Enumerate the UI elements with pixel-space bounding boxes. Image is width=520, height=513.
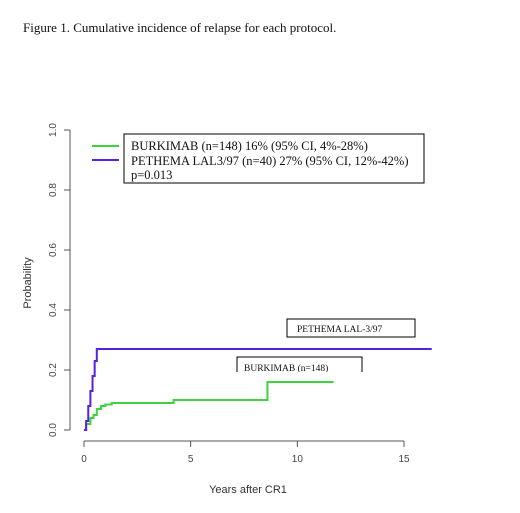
x-axis-label: Years after CR1 (209, 484, 287, 496)
legend-entry-pethema: PETHEMA LAL3/97 (n=40) 27% (95% CI, 12%-… (131, 154, 409, 168)
y-tick-label: 0.0 (48, 423, 59, 437)
annotation-pethema-text: PETHEMA LAL-3/97 (297, 325, 382, 335)
y-tick-label: 0.2 (48, 363, 59, 377)
annotation-burkimab: BURKIMAB (n=148) (236, 356, 363, 374)
annotation-burkimab-box (236, 356, 363, 372)
legend: BURKIMAB (n=148) 16% (95% CI, 4%-28%) PE… (92, 133, 425, 184)
series-lines (84, 348, 432, 431)
legend-box (123, 133, 425, 184)
axes: 0 5 10 15 0.0 0.2 0.4 0.6 0.8 1.0 (48, 123, 410, 465)
y-tick-label: 0.8 (48, 183, 59, 197)
y-tick-label: 0.4 (48, 303, 59, 317)
x-tick-label: 10 (292, 454, 304, 465)
y-tick-label: 1.0 (48, 123, 59, 137)
legend-entry-burkimab: BURKIMAB (n=148) 16% (95% CI, 4%-28%) (131, 139, 368, 153)
annotation-pethema-box (286, 318, 416, 338)
y-axis-label: Probability (22, 257, 34, 309)
annotation-pethema: PETHEMA LAL-3/97 (286, 318, 416, 338)
series-line-burkimab (84, 381, 334, 431)
annotation-burkimab-text: BURKIMAB (n=148) (244, 363, 328, 374)
x-tick-label: 0 (81, 454, 87, 465)
series-line-pethema (84, 348, 432, 431)
legend-p-value: p=0.013 (131, 168, 172, 182)
x-tick-label: 15 (398, 454, 410, 465)
x-tick-label: 5 (188, 454, 194, 465)
y-tick-label: 0.6 (48, 243, 59, 257)
figure-title: Figure 1. Cumulative incidence of relaps… (23, 20, 337, 35)
